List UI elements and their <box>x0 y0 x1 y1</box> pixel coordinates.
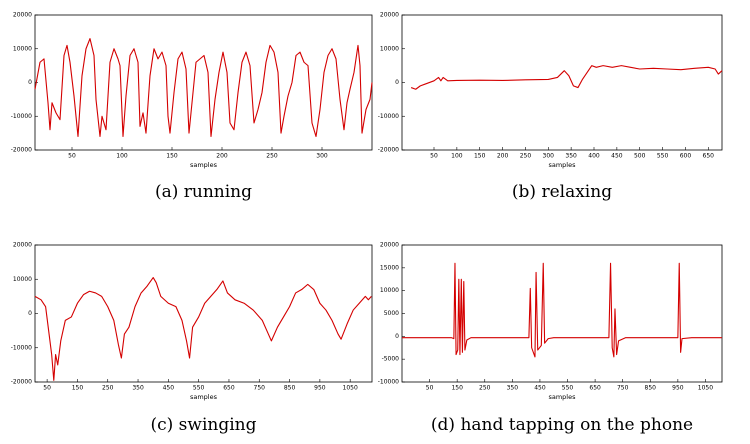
x-tick-label: 450 <box>611 153 623 160</box>
x-axis-label: samples <box>190 393 218 401</box>
y-tick-label: -20000 <box>378 147 399 154</box>
x-tick-label: 200 <box>216 153 228 160</box>
x-tick-label: 50 <box>430 153 438 160</box>
y-tick-label: -10000 <box>11 344 32 351</box>
y-tick-label: 20000 <box>13 242 32 249</box>
y-tick-label: -10000 <box>378 379 399 386</box>
data-line <box>402 262 722 358</box>
y-tick-label: 10000 <box>13 276 32 283</box>
x-tick-label: 200 <box>497 153 509 160</box>
plot-frame <box>34 244 373 383</box>
y-tick-label: 20000 <box>380 12 399 19</box>
x-tick-label: 1050 <box>698 385 713 392</box>
caption: (c) swinging <box>150 415 256 435</box>
x-tick-label: 850 <box>284 385 296 392</box>
x-tick-label: 150 <box>72 385 84 392</box>
x-tick-label: 850 <box>645 385 657 392</box>
y-tick-label: 10000 <box>13 45 32 52</box>
x-tick-label: 400 <box>588 153 600 160</box>
x-tick-label: 150 <box>451 385 463 392</box>
x-tick-label: 50 <box>426 385 434 392</box>
x-tick-label: 650 <box>223 385 235 392</box>
x-axis-label: samples <box>548 161 576 169</box>
x-tick-label: 300 <box>316 153 328 160</box>
y-tick-label: 5000 <box>384 310 399 317</box>
y-tick-label: -5000 <box>382 356 400 363</box>
y-tick-label: -10000 <box>378 113 399 120</box>
caption: (a) running <box>155 182 252 202</box>
y-tick-label: 0 <box>395 79 399 86</box>
x-tick-label: 250 <box>266 153 278 160</box>
y-tick-label: 10000 <box>380 45 399 52</box>
y-tick-label: 20000 <box>13 12 32 19</box>
x-tick-label: 450 <box>534 385 546 392</box>
x-axis-label: samples <box>548 393 576 401</box>
y-tick-label: -20000 <box>11 147 32 154</box>
data-line <box>410 65 723 90</box>
x-tick-label: 250 <box>479 385 491 392</box>
caption: (d) hand tapping on the phone <box>431 415 693 435</box>
x-tick-label: 350 <box>507 385 519 392</box>
x-tick-label: 50 <box>68 153 76 160</box>
data-line <box>34 276 372 381</box>
x-tick-label: 750 <box>254 385 266 392</box>
y-tick-label: 20000 <box>380 242 399 249</box>
plot-frame <box>401 244 723 383</box>
y-tick-label: 15000 <box>380 264 399 271</box>
y-tick-label: -20000 <box>11 379 32 386</box>
x-tick-label: 600 <box>680 153 692 160</box>
x-tick-label: 550 <box>562 385 574 392</box>
x-tick-label: 1050 <box>343 385 358 392</box>
y-tick-label: 10000 <box>380 287 399 294</box>
x-tick-label: 450 <box>163 385 175 392</box>
x-tick-label: 950 <box>314 385 326 392</box>
plot-frame <box>401 14 723 151</box>
x-tick-label: 650 <box>589 385 601 392</box>
y-tick-label: -10000 <box>11 113 32 120</box>
caption: (b) relaxing <box>512 182 612 202</box>
x-tick-label: 550 <box>657 153 669 160</box>
x-axis-label: samples <box>190 161 218 169</box>
x-tick-label: 250 <box>520 153 532 160</box>
x-tick-label: 150 <box>474 153 486 160</box>
x-tick-label: 650 <box>703 153 715 160</box>
y-tick-label: 0 <box>28 310 32 317</box>
data-line <box>34 38 373 138</box>
x-tick-label: 100 <box>116 153 128 160</box>
y-tick-label: 0 <box>28 79 32 86</box>
x-tick-label: 950 <box>672 385 684 392</box>
x-tick-label: 550 <box>193 385 205 392</box>
plot-frame <box>34 14 373 151</box>
x-tick-label: 150 <box>166 153 178 160</box>
x-tick-label: 250 <box>102 385 114 392</box>
x-tick-label: 50 <box>43 385 51 392</box>
y-tick-label: 0 <box>395 333 399 340</box>
x-tick-label: 350 <box>565 153 577 160</box>
x-tick-label: 100 <box>451 153 463 160</box>
x-tick-label: 750 <box>617 385 629 392</box>
x-tick-label: 350 <box>132 385 144 392</box>
x-tick-label: 500 <box>634 153 646 160</box>
x-tick-label: 300 <box>543 153 555 160</box>
